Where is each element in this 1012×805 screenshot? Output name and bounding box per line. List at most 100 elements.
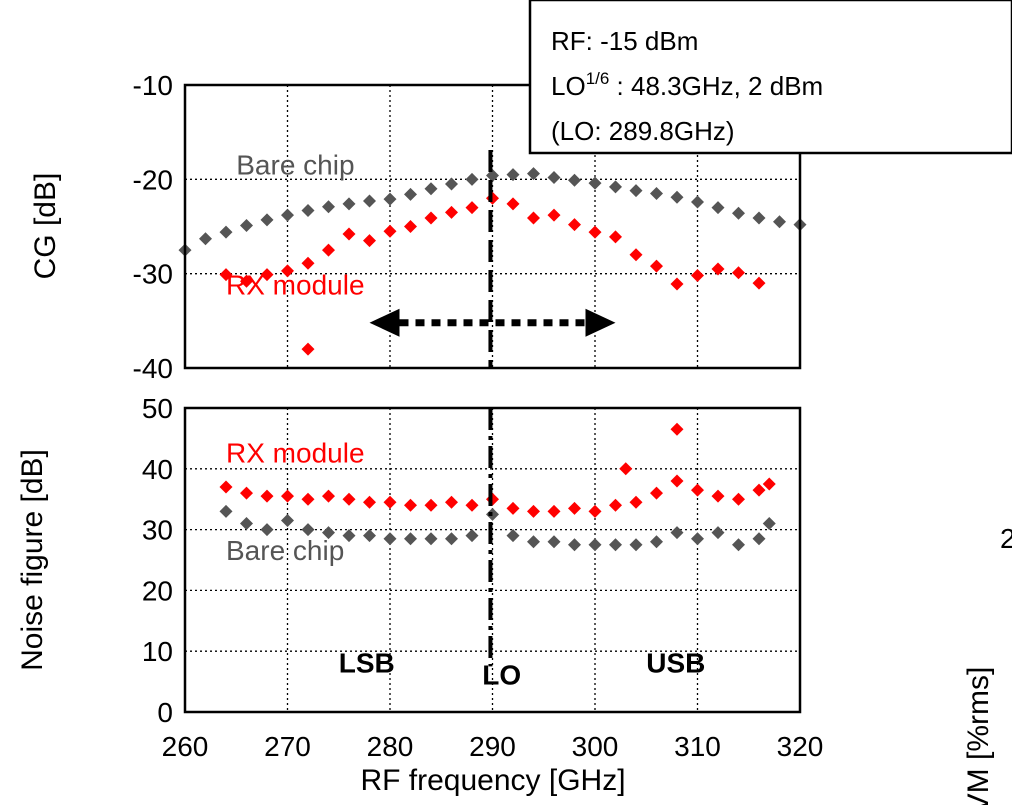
- data-point-marker: [404, 220, 417, 233]
- data-point-marker: [506, 501, 520, 515]
- data-point-marker: [260, 523, 274, 537]
- y-tick-label: -40: [133, 353, 173, 384]
- top-annotations: Bare chip RX module: [226, 150, 365, 301]
- condition-box-frame: [528, 0, 1012, 155]
- data-point-marker: [527, 167, 540, 181]
- bottom-series-points: [219, 422, 776, 552]
- data-point-marker: [424, 498, 438, 512]
- bottom-grid: [185, 408, 800, 712]
- y-tick-label: 40: [142, 454, 173, 485]
- data-point-marker: [609, 180, 622, 194]
- data-point-marker: [424, 182, 438, 196]
- data-point-marker: [670, 190, 684, 204]
- annotation-label: RX module: [226, 438, 365, 469]
- data-point-marker: [240, 274, 253, 288]
- condition-lo-prefix: LO: [551, 71, 586, 101]
- condition-lo-suffix: : 48.3GHz, 2 dBm: [609, 71, 823, 101]
- data-point-marker: [322, 243, 335, 257]
- data-point-marker: [506, 168, 520, 182]
- data-point-marker: [752, 532, 766, 546]
- data-point-marker: [404, 498, 417, 512]
- data-point-marker: [363, 194, 376, 208]
- data-point-marker: [691, 195, 704, 209]
- data-point-marker: [752, 276, 766, 290]
- x-tick-label: 290: [469, 731, 516, 762]
- data-point-marker: [506, 529, 520, 543]
- data-point-marker: [383, 495, 397, 509]
- annotation-label: RX module: [226, 269, 365, 300]
- data-point-marker: [506, 197, 520, 211]
- data-point-marker: [568, 173, 581, 187]
- data-point-marker: [301, 203, 315, 217]
- data-point-marker: [404, 187, 417, 201]
- data-point-marker: [322, 526, 335, 540]
- y-tick-label: 30: [142, 515, 173, 546]
- data-point-marker: [588, 225, 602, 239]
- data-point-marker: [588, 538, 602, 552]
- data-point-marker: [711, 526, 725, 540]
- series-bare-chip: [219, 504, 776, 552]
- top-panel: -10 -20 -30 -40 CG [dB] Bare chip RX module: [29, 70, 807, 384]
- data-point-marker: [619, 462, 633, 476]
- data-point-marker: [629, 495, 643, 509]
- data-point-marker: [465, 201, 479, 215]
- data-point-marker: [650, 186, 663, 200]
- data-point-marker: [199, 232, 212, 246]
- data-point-marker: [342, 492, 356, 506]
- x-tick-label: 300: [572, 731, 619, 762]
- annotation-label: Bare chip: [226, 535, 344, 566]
- data-point-marker: [486, 191, 499, 205]
- data-point-marker: [568, 218, 581, 232]
- y-tick-label: 0: [157, 697, 173, 728]
- data-point-marker: [732, 538, 745, 552]
- data-point-marker: [445, 495, 458, 509]
- data-point-marker: [670, 474, 684, 488]
- data-point-marker: [691, 269, 704, 283]
- data-point-marker: [342, 529, 356, 543]
- condition-rf-power: RF: -15 dBm: [551, 26, 698, 56]
- data-point-marker: [629, 184, 643, 198]
- condition-box: RF: -15 dBm LO1/6 : 48.3GHz, 2 dBm (LO: …: [528, 0, 1012, 155]
- y-tick-label: -10: [133, 70, 173, 101]
- y-tick-label: 50: [142, 393, 173, 424]
- annotation-label: Bare chip: [236, 150, 354, 181]
- bottom-x-ticks: 260 270 280 290 300 310 320: [162, 731, 824, 762]
- x-tick-label: 270: [264, 731, 311, 762]
- data-point-marker: [670, 422, 684, 436]
- data-point-marker: [527, 504, 540, 518]
- data-point-marker: [691, 532, 704, 546]
- x-tick-label: 310: [674, 731, 721, 762]
- data-point-marker: [486, 507, 499, 521]
- bottom-y-ticks: 50 40 30 20 10 0: [142, 393, 173, 728]
- condition-lo-superscript: 1/6: [586, 69, 610, 88]
- top-series-points: [178, 167, 807, 356]
- data-point-marker: [752, 483, 766, 497]
- top-plot-frame: [183, 83, 802, 370]
- top-y-ticks: -10 -20 -30 -40: [133, 70, 173, 384]
- data-point-marker: [404, 532, 417, 546]
- data-point-marker: [527, 211, 540, 225]
- annotation-label: USB: [646, 647, 705, 678]
- data-point-marker: [424, 211, 438, 225]
- data-point-marker: [301, 342, 315, 356]
- data-point-marker: [486, 169, 499, 183]
- y-tick-label: 10: [142, 636, 173, 667]
- condition-lo-freq: (LO: 289.8GHz): [551, 116, 735, 146]
- data-point-marker: [301, 492, 315, 506]
- data-point-marker: [762, 477, 776, 491]
- bottom-annotations: RX module Bare chip LSB LO USB: [226, 438, 705, 691]
- data-point-marker: [711, 489, 725, 503]
- data-point-marker: [219, 268, 233, 282]
- x-tick-label: 320: [777, 731, 824, 762]
- data-point-marker: [301, 523, 315, 537]
- data-point-marker: [732, 206, 745, 220]
- data-point-marker: [445, 532, 458, 546]
- data-point-marker: [363, 495, 376, 509]
- data-point-marker: [322, 200, 335, 214]
- data-point-marker: [568, 501, 581, 515]
- data-point-marker: [363, 234, 376, 248]
- data-point-marker: [486, 492, 499, 506]
- data-point-marker: [281, 489, 294, 503]
- data-point-marker: [711, 262, 725, 276]
